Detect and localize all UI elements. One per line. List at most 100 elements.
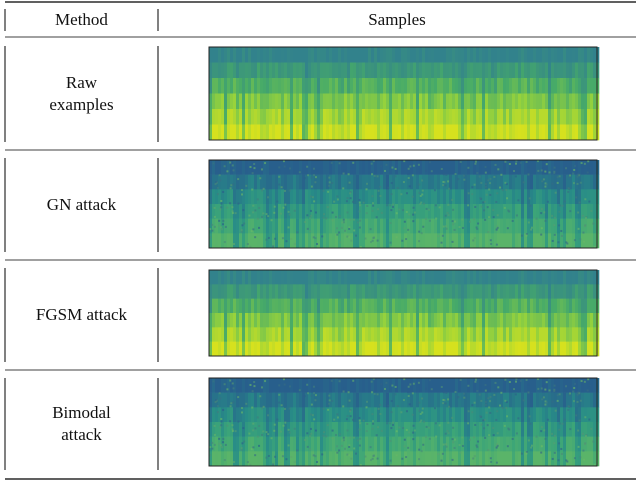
spectrogram-cell <box>521 219 524 234</box>
spectrogram-cell <box>452 63 455 79</box>
spectrogram-cell <box>377 270 380 285</box>
spectrogram-cell <box>365 219 368 234</box>
spectrogram-cell <box>332 47 335 63</box>
noise <box>568 405 570 407</box>
spectrogram-cell <box>551 109 554 125</box>
spectrogram-cell <box>464 78 467 94</box>
spectrogram-cell <box>467 94 470 110</box>
spectrogram-cell <box>404 94 407 110</box>
spectrogram-cell <box>260 47 263 63</box>
spectrogram-cell <box>443 160 446 175</box>
noise <box>443 226 445 228</box>
spectrogram-cell <box>347 219 350 234</box>
spectrogram-cell <box>218 327 221 342</box>
spectrogram-cell <box>464 270 467 285</box>
spectrogram-cell <box>533 437 536 452</box>
spectrogram-cell <box>458 284 461 299</box>
noise <box>372 423 374 425</box>
spectrogram-cell <box>563 313 566 328</box>
spectrogram-cell <box>464 313 467 328</box>
spectrogram-cell <box>314 109 317 125</box>
spectrogram-cell <box>515 47 518 63</box>
spectrogram-cell <box>269 422 272 437</box>
spectrogram-cell <box>260 407 263 422</box>
spectrogram-cell <box>548 109 551 125</box>
spectrogram-cell <box>233 437 236 452</box>
spectrogram-cell <box>335 160 338 175</box>
spectrogram-cell <box>302 78 305 94</box>
spectrogram-cell <box>530 219 533 234</box>
noise <box>459 234 461 236</box>
spectrogram-cell <box>248 109 251 125</box>
spectrogram-cell <box>419 125 422 141</box>
spectrogram-cell <box>593 393 596 408</box>
noise <box>499 405 501 407</box>
spectrogram-cell <box>335 299 338 314</box>
noise <box>219 174 221 176</box>
spectrogram-cell <box>251 125 254 141</box>
method-label: FGSM attack <box>5 262 158 368</box>
spectrogram-cell <box>413 313 416 328</box>
spectrogram-cell <box>413 393 416 408</box>
spectrogram-cell <box>428 94 431 110</box>
spectrogram-cell <box>596 284 599 299</box>
spectrogram-cell <box>362 175 365 190</box>
spectrogram-cell <box>557 327 560 342</box>
spectrogram-cell <box>380 270 383 285</box>
spectrogram-cell <box>353 63 356 79</box>
spectrogram-cell <box>341 63 344 79</box>
spectrogram-cell <box>257 378 260 393</box>
noise <box>371 391 373 393</box>
spectrogram-cell <box>560 78 563 94</box>
spectrogram-cell <box>254 437 257 452</box>
spectrogram-cell <box>566 94 569 110</box>
noise <box>372 205 374 207</box>
noise <box>214 207 216 209</box>
spectrogram-cell <box>590 284 593 299</box>
spectrogram-cell <box>512 313 515 328</box>
noise <box>373 237 375 239</box>
noise <box>327 191 329 193</box>
noise <box>555 410 557 412</box>
spectrogram-cell <box>398 109 401 125</box>
spectrogram-cell <box>320 270 323 285</box>
spectrogram-cell <box>446 451 449 466</box>
noise <box>566 243 568 245</box>
spectrogram-cell <box>542 189 545 204</box>
noise <box>353 219 355 221</box>
noise <box>493 434 495 436</box>
spectrogram-cell <box>227 422 230 437</box>
noise <box>336 195 338 197</box>
noise <box>423 421 425 423</box>
noise <box>284 190 286 192</box>
spectrogram-cell <box>554 342 557 357</box>
spectrogram-cell <box>308 78 311 94</box>
spectrogram-cell <box>299 393 302 408</box>
noise <box>218 438 220 440</box>
noise <box>481 424 483 426</box>
spectrogram-cell <box>284 125 287 141</box>
spectrogram-cell <box>389 407 392 422</box>
spectrogram-cell <box>464 189 467 204</box>
spectrogram-cell <box>299 313 302 328</box>
spectrogram-cell <box>485 313 488 328</box>
noise <box>409 383 411 385</box>
spectrogram-cell <box>281 451 284 466</box>
spectrogram-cell <box>248 125 251 141</box>
spectrogram-cell <box>584 313 587 328</box>
spectrogram-cell <box>329 407 332 422</box>
spectrogram-cell <box>461 63 464 79</box>
spectrogram-cell <box>245 313 248 328</box>
noise <box>431 388 433 390</box>
spectrogram-cell <box>521 437 524 452</box>
spectrogram-cell <box>407 219 410 234</box>
spectrogram-cell <box>590 451 593 466</box>
noise <box>551 433 553 435</box>
spectrogram-cell <box>383 78 386 94</box>
spectrogram-cell <box>350 327 353 342</box>
spectrogram-cell <box>272 160 275 175</box>
spectrogram-cell <box>419 313 422 328</box>
spectrogram-cell <box>506 233 509 248</box>
noise <box>219 179 221 181</box>
spectrogram-cell <box>320 63 323 79</box>
